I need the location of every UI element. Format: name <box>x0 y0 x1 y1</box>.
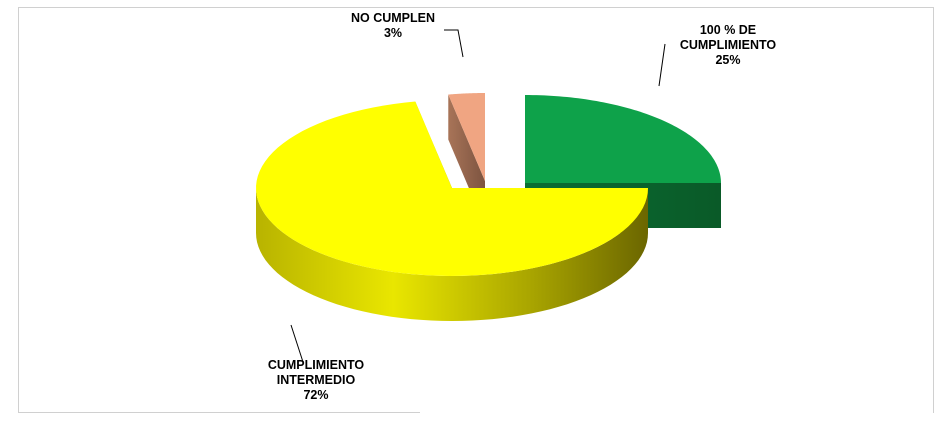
slice-top <box>256 101 648 276</box>
chart-frame <box>18 7 934 413</box>
label-line: CUMPLIMIENTO <box>267 358 365 372</box>
label-cumplimiento-intermedio: CUMPLIMIENTO INTERMEDIO 72% <box>266 358 366 403</box>
slice-cumplimiento-intermedio <box>256 101 648 321</box>
label-no-cumplen: NO CUMPLEN 3% <box>345 11 441 41</box>
label-line: 72% <box>303 388 329 402</box>
slice-outer-wall <box>256 188 648 321</box>
label-line: 25% <box>715 53 741 67</box>
label-line: 100 % DE <box>699 23 757 37</box>
leader-line-cumplimiento-total <box>658 43 666 87</box>
leader-line-cumplimiento-intermedio <box>290 324 304 363</box>
label-line: NO CUMPLEN <box>350 11 436 25</box>
label-line: CUMPLIMIENTO <box>679 38 777 52</box>
slice-top <box>525 95 721 183</box>
label-cumplimiento-total: 100 % DE CUMPLIMIENTO 25% <box>672 23 784 68</box>
slice-top <box>448 93 485 181</box>
chart-frame-bottom <box>18 412 420 413</box>
label-line: INTERMEDIO <box>276 373 356 387</box>
leader-line-no-cumplen <box>444 29 464 58</box>
label-line: 3% <box>383 26 403 40</box>
